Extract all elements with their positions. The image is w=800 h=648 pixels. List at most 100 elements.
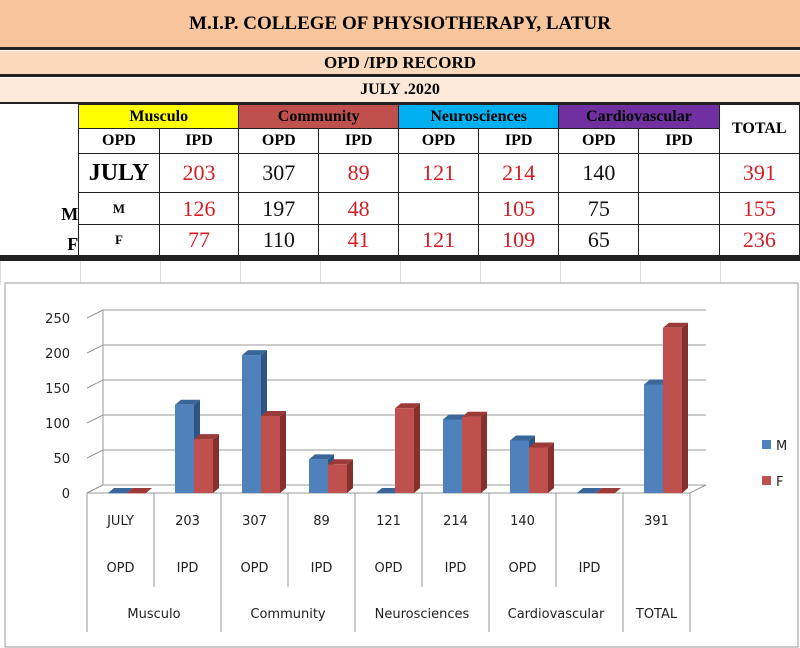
cell: 203 — [158, 153, 240, 193]
category-cardiovascular: Cardiovascular — [558, 104, 720, 129]
bar-top — [309, 454, 334, 460]
x-group-label: Community — [250, 607, 326, 622]
x-sub-label: IPD — [177, 561, 199, 576]
category-community: Community — [238, 104, 400, 129]
cell: 109 — [478, 224, 560, 257]
row-label — [0, 153, 80, 193]
row-label: M — [0, 192, 80, 225]
cell: 105 — [478, 192, 560, 225]
legend-swatch-f — [762, 476, 771, 485]
bar-top — [395, 403, 420, 409]
y-tick-label: 100 — [45, 417, 70, 432]
bar-top — [596, 488, 621, 493]
bar-side — [682, 322, 688, 493]
row-first-cell: M — [78, 192, 160, 225]
bar-f — [127, 493, 146, 494]
x-tick-label: 203 — [175, 514, 200, 529]
x-sub-label: OPD — [508, 561, 536, 576]
sheet-gridlines — [0, 258, 800, 285]
x-sub-label: IPD — [445, 561, 467, 576]
bar-side — [481, 411, 487, 493]
category-neurosciences: Neurosciences — [398, 104, 560, 129]
bar-top — [376, 488, 401, 493]
bar-m — [242, 355, 261, 493]
y-tick-label: 50 — [53, 452, 70, 467]
total-header: TOTAL — [718, 104, 800, 154]
x-tick-label: 214 — [443, 514, 468, 529]
bar-m — [376, 493, 395, 494]
bar-f — [328, 464, 347, 493]
sub-header: IPD — [638, 128, 720, 154]
x-sub-label: OPD — [374, 561, 402, 576]
y-tick-label: 150 — [45, 382, 70, 397]
cell: 155 — [718, 192, 800, 225]
x-tick-label: 121 — [376, 514, 401, 529]
bar-top — [175, 399, 200, 405]
sub-header: OPD — [558, 128, 640, 154]
cell: 48 — [318, 192, 400, 225]
bar-top — [577, 488, 602, 493]
cell: 236 — [718, 224, 800, 257]
legend-label: M — [776, 439, 787, 454]
bar-side — [347, 459, 353, 493]
row-first-cell: F — [78, 224, 160, 257]
cell: 197 — [238, 192, 320, 225]
cell — [398, 192, 480, 225]
cell: 65 — [558, 224, 640, 257]
cell: 77 — [158, 224, 240, 257]
bar-m — [510, 440, 529, 493]
bar-top — [644, 379, 669, 385]
bar-top — [443, 414, 468, 420]
bar-m — [577, 493, 596, 494]
table-row-f: F F 77 110 41 121 109 65 236 — [0, 224, 800, 257]
bar-top — [462, 411, 487, 417]
y-tick-label: 200 — [45, 347, 70, 362]
bar-f — [596, 493, 615, 494]
cell: 110 — [238, 224, 320, 257]
bar-f — [261, 416, 280, 493]
blank-cell — [0, 104, 80, 129]
x-tick-label: 307 — [242, 514, 267, 529]
x-sub-label: OPD — [240, 561, 268, 576]
x-group-label: Neurosciences — [375, 607, 470, 622]
record-subtitle: OPD /IPD RECORD — [0, 51, 800, 77]
legend-swatch-m — [762, 440, 771, 449]
bar-top — [242, 350, 267, 356]
cell — [638, 153, 720, 193]
sub-header: IPD — [158, 128, 240, 154]
x-sub-label: IPD — [311, 561, 333, 576]
x-group-label: Cardiovascular — [508, 607, 605, 622]
cell: 391 — [718, 153, 800, 193]
cell: 214 — [478, 153, 560, 193]
bar-side — [213, 434, 219, 493]
cell: 89 — [318, 153, 400, 193]
legend-label: F — [776, 475, 783, 490]
sub-header: IPD — [318, 128, 400, 154]
bar-m — [309, 459, 328, 493]
cell: 75 — [558, 192, 640, 225]
cell: 140 — [558, 153, 640, 193]
row-label: F — [0, 224, 80, 257]
table-row-m: M M 126 197 48 105 75 155 — [0, 192, 800, 225]
category-musculo: Musculo — [78, 104, 240, 129]
cell: 41 — [318, 224, 400, 257]
sub-header: IPD — [478, 128, 560, 154]
row-first-cell: JULY — [78, 153, 160, 193]
bar-f — [194, 439, 213, 493]
bar-top — [194, 434, 219, 440]
bar-f — [462, 416, 481, 493]
table-row-july: JULY 203 307 89 121 214 140 391 — [0, 153, 800, 193]
bar-top — [663, 322, 688, 328]
bar-chart[interactable]: 0 50 100 150 200 250 JULY OPD 203 IPD 307 OPD 89 IPD 1… — [0, 282, 800, 648]
bar-side — [548, 442, 554, 493]
cell — [638, 224, 720, 257]
bar-f — [663, 327, 682, 493]
bar-side — [414, 403, 420, 493]
cell: 307 — [238, 153, 320, 193]
bar-top — [261, 411, 286, 416]
sub-header: OPD — [238, 128, 320, 154]
bar-top — [510, 435, 535, 441]
sub-header: OPD — [78, 128, 160, 154]
bar-m — [175, 404, 194, 493]
record-table: Musculo Community Neurosciences Cardiova… — [0, 104, 800, 258]
